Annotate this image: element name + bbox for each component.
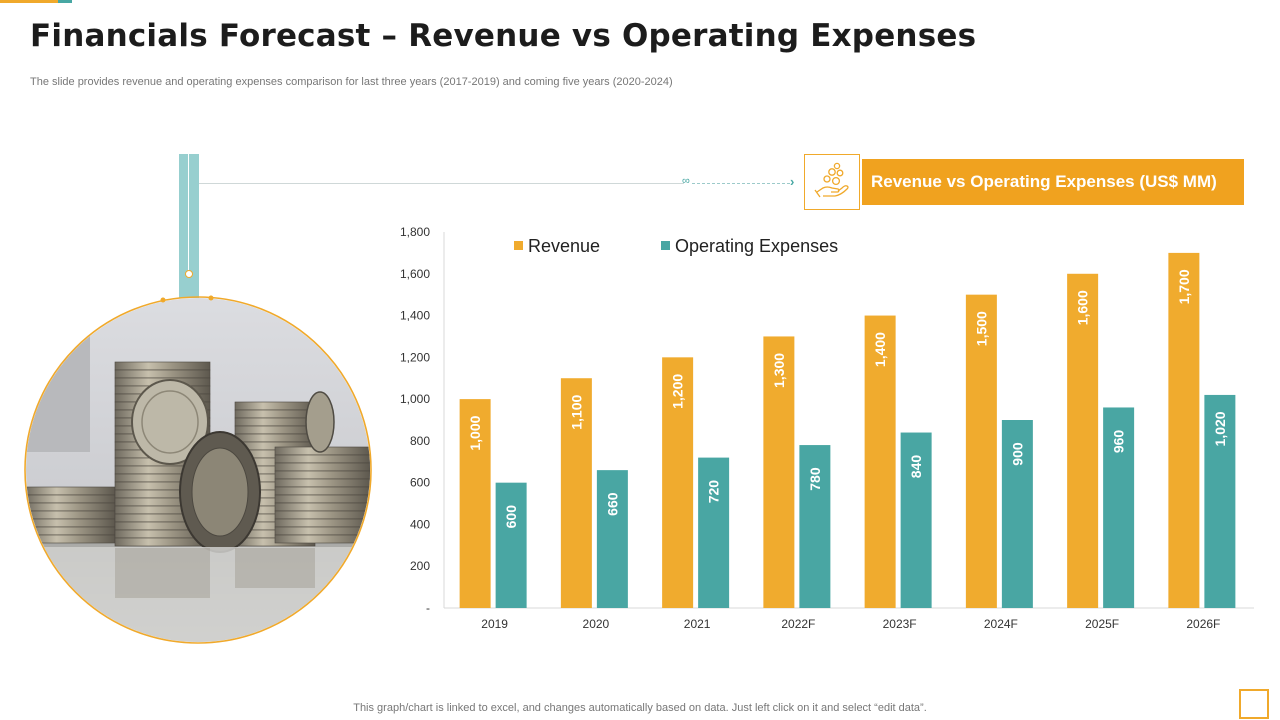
x-tick-label: 2026F: [1186, 617, 1220, 631]
operating-expenses-bar: [698, 457, 730, 608]
x-tick-label: 2025F: [1085, 617, 1119, 631]
revenue-bar: [1067, 273, 1099, 608]
operating-expenses-data-label: 1,020: [1212, 411, 1228, 446]
operating-expenses-data-label: 720: [706, 480, 722, 504]
operating-expenses-bar: [596, 470, 628, 608]
revenue-bar: [864, 315, 896, 608]
operating-expenses-bar: [1001, 420, 1033, 608]
top-accent-orange: [0, 0, 58, 3]
operating-expenses-bar: [900, 432, 932, 608]
revenue-bar: [1168, 252, 1200, 608]
y-tick-label: 1,000: [400, 392, 430, 406]
page-subtitle: The slide provides revenue and operating…: [30, 76, 673, 88]
x-tick-label: 2019: [481, 617, 508, 631]
chart-header-banner: Revenue vs Operating Expenses (US$ MM): [862, 159, 1244, 205]
x-tick-label: 2021: [684, 617, 711, 631]
footnote: This graph/chart is linked to excel, and…: [353, 702, 927, 714]
decorative-bar-line: [188, 154, 189, 272]
revenue-data-label: 1,200: [670, 374, 686, 409]
chevron-right-icon: ›: [790, 174, 795, 189]
revenue-bar: [662, 357, 694, 608]
page-title: Financials Forecast – Revenue vs Operati…: [30, 18, 977, 54]
chart-data-labels: 1,000 600 1,100 660 1,200 720 1,300 780 1,400 840…: [467, 269, 1228, 528]
decorative-bar-dot: [185, 270, 193, 278]
y-tick-label: 200: [410, 559, 430, 573]
bar-chart[interactable]: - 200 400 600 800 1,000 1,200 1,400 1,600 1,800 20…: [380, 215, 1260, 645]
y-tick-label: 1,200: [400, 350, 430, 364]
legend-opex-label: Operating Expenses: [675, 236, 838, 256]
x-tick-label: 2022F: [781, 617, 815, 631]
revenue-bar: [965, 294, 997, 608]
legend-revenue-swatch: [514, 241, 523, 250]
operating-expenses-data-label: 780: [807, 467, 823, 491]
connector-infinity-icon: ∞: [682, 175, 690, 187]
operating-expenses-bar: [495, 482, 527, 608]
revenue-data-label: 1,400: [872, 332, 888, 367]
revenue-data-label: 1,100: [568, 394, 584, 429]
decorative-teal-bar: [179, 154, 199, 298]
operating-expenses-data-label: 600: [503, 505, 519, 529]
revenue-bar: [763, 336, 795, 608]
coins-in-hand-icon: [804, 154, 860, 210]
y-tick-label: 1,400: [400, 309, 430, 323]
y-tick-label: 1,600: [400, 267, 430, 281]
revenue-bar: [560, 378, 592, 608]
operating-expenses-bar: [799, 445, 831, 608]
operating-expenses-data-label: 960: [1111, 430, 1127, 454]
revenue-data-label: 1,000: [467, 415, 483, 450]
legend-revenue-label: Revenue: [528, 236, 600, 256]
revenue-bar: [459, 399, 491, 608]
corner-box: [1239, 689, 1269, 719]
x-tick-label: 2020: [583, 617, 610, 631]
chart-axes: - 200 400 600 800 1,000 1,200 1,400 1,600 1,800 20…: [400, 225, 1254, 631]
x-tick-label: 2023F: [883, 617, 917, 631]
chart-bars: [459, 252, 1236, 608]
revenue-data-label: 1,700: [1176, 269, 1192, 304]
y-tick-label: 800: [410, 434, 430, 448]
operating-expenses-bar: [1103, 407, 1135, 608]
y-tick-label: 400: [410, 517, 430, 531]
y-tick-label: 1,800: [400, 225, 430, 239]
top-accent-teal: [58, 0, 72, 3]
operating-expenses-bar: [1204, 394, 1236, 608]
connector-dashed-line: [692, 183, 790, 184]
legend-opex-swatch: [661, 241, 670, 250]
connector-line: [199, 183, 684, 184]
operating-expenses-data-label: 900: [1009, 442, 1025, 466]
revenue-data-label: 1,500: [973, 311, 989, 346]
revenue-data-label: 1,300: [771, 353, 787, 388]
chart-legend: Revenue Operating Expenses: [514, 236, 838, 256]
revenue-data-label: 1,600: [1075, 290, 1091, 325]
y-tick-label: 600: [410, 476, 430, 490]
operating-expenses-data-label: 840: [908, 455, 924, 479]
operating-expenses-data-label: 660: [604, 492, 620, 516]
stacked-coins-photo: [20, 292, 376, 648]
x-tick-label: 2024F: [984, 617, 1018, 631]
y-tick-label: -: [426, 601, 430, 615]
